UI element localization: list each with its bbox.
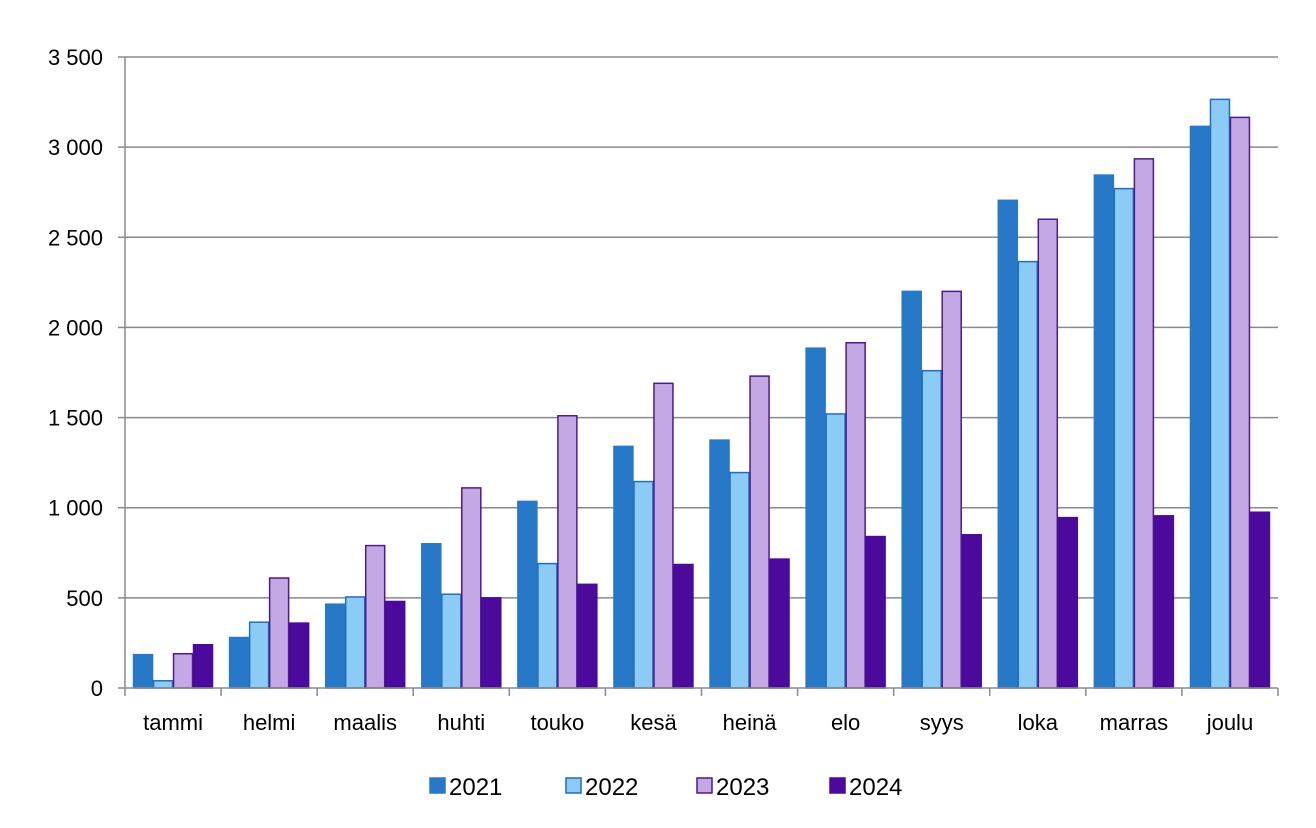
bar-2024-huhti [481, 597, 502, 689]
legend-label-2022: 2022 [585, 774, 638, 801]
legend-swatch-2021 [429, 777, 446, 794]
bar-2021-syys [901, 290, 922, 689]
bar-2023-marras [1133, 158, 1155, 689]
bar-2024-elo [865, 535, 886, 689]
bar-2024-marras [1153, 515, 1175, 689]
bars [132, 98, 1271, 689]
bar-2023-tammi [172, 652, 194, 689]
bar-2021-tammi [132, 653, 154, 689]
y-tick-label: 1 500 [48, 406, 103, 431]
bar-2022-joulu [1209, 98, 1231, 689]
bar-2021-huhti [421, 543, 442, 689]
bar-2024-tammi [192, 643, 214, 689]
x-tick-label: marras [1100, 710, 1168, 735]
bar-2021-touko [517, 500, 538, 689]
bar-2024-maalis [384, 600, 406, 689]
y-tick-label: 1 000 [48, 496, 103, 521]
bar-2024-helmi [288, 622, 310, 689]
bar-2021-maalis [324, 603, 346, 689]
bar-2021-joulu [1189, 125, 1211, 689]
bar-2023-huhti [461, 487, 482, 689]
x-tick-label: syys [920, 710, 964, 735]
bar-2022-syys [921, 369, 942, 689]
bar-2022-heinä [729, 471, 750, 689]
bar-2022-helmi [248, 621, 270, 689]
bar-2022-kesä [633, 480, 654, 689]
bar-2023-heinä [749, 375, 770, 689]
bar-2021-marras [1093, 174, 1115, 689]
bar-2024-syys [961, 534, 982, 689]
bar-2022-marras [1113, 187, 1135, 689]
x-tick-label: maalis [333, 710, 397, 735]
bar-2023-joulu [1229, 116, 1251, 689]
y-tick-label: 2 000 [48, 315, 103, 340]
bar-2024-kesä [673, 563, 694, 689]
x-tick-label: kesä [630, 710, 677, 735]
bar-2022-touko [537, 562, 558, 689]
bar-2024-joulu [1249, 511, 1271, 689]
bar-2024-loka [1057, 516, 1079, 689]
bar-2021-kesä [613, 445, 634, 689]
y-tick-label: 0 [91, 676, 103, 701]
bar-2021-loka [997, 199, 1019, 689]
bar-2022-huhti [441, 593, 462, 689]
bar-2024-heinä [769, 558, 790, 689]
bar-2023-elo [845, 342, 866, 689]
x-tick-label: loka [1018, 710, 1059, 735]
y-tick-label: 2 500 [48, 225, 103, 250]
bar-2022-maalis [344, 596, 366, 689]
x-tick-label: joulu [1206, 710, 1253, 735]
x-tick-label: tammi [143, 710, 203, 735]
x-tick-label: helmi [243, 710, 296, 735]
legend-label-2024: 2024 [849, 774, 902, 801]
bar-2023-loka [1037, 218, 1059, 689]
legend-label-2023: 2023 [716, 774, 769, 801]
y-tick-label: 500 [66, 586, 103, 611]
legend-swatch-2022 [565, 777, 582, 794]
x-tick-label: elo [831, 710, 860, 735]
y-tick-label: 3 500 [48, 45, 103, 70]
gridlines [125, 56, 1278, 599]
legend-swatch-2024 [829, 777, 846, 794]
bar-2024-touko [577, 583, 598, 689]
bar-2021-elo [805, 347, 826, 689]
legend-swatch-2023 [696, 777, 713, 794]
bar-2023-kesä [653, 382, 674, 689]
legend: 2021 2022 2023 2024 [429, 774, 902, 801]
bar-2022-elo [825, 413, 846, 689]
bar-2023-touko [557, 415, 578, 689]
x-tick-label: huhti [437, 710, 485, 735]
x-axis: tammi helmi maalis huhti touko kesä heinä elo sy… [124, 57, 1279, 735]
bar-2023-syys [941, 290, 962, 689]
y-axis-ticks: 0 500 1 000 1 500 2 000 2 500 3 000 3 500 [48, 45, 125, 701]
x-tick-label: touko [530, 710, 584, 735]
bar-2022-loka [1017, 260, 1039, 689]
bar-2023-helmi [268, 577, 290, 689]
x-tick-label: heinä [723, 710, 778, 735]
bar-2021-heinä [709, 439, 730, 689]
y-tick-label: 3 000 [48, 135, 103, 160]
legend-label-2021: 2021 [449, 774, 502, 801]
bar-2021-helmi [228, 636, 250, 689]
bar-2022-tammi [152, 680, 174, 689]
bar-2023-maalis [364, 544, 386, 689]
